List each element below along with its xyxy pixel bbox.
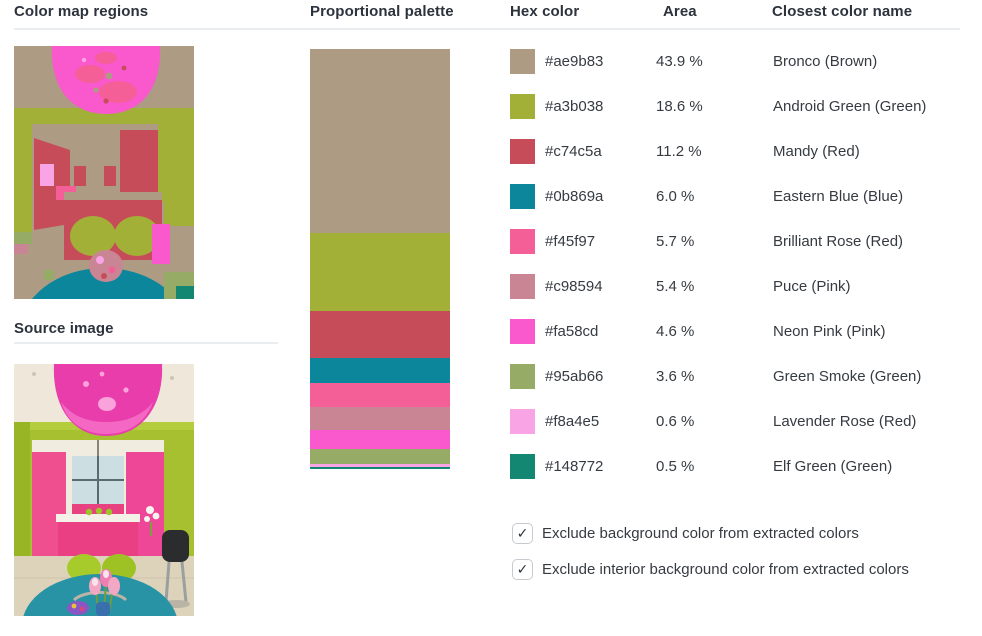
- color-table-row: #c98594 5.4 % Puce (Pink): [510, 274, 982, 319]
- hex-value: #f8a4e5: [545, 413, 600, 430]
- source-heading-divider: [14, 342, 278, 344]
- palette-segment: [310, 383, 450, 408]
- exclude-background-label: Exclude background color from extracted …: [542, 525, 859, 542]
- color-swatch: [510, 364, 535, 389]
- area-value: 6.0 %: [656, 188, 695, 205]
- color-name: Elf Green (Green): [773, 458, 893, 475]
- color-table-row: #fa58cd 4.6 % Neon Pink (Pink): [510, 319, 982, 364]
- color-table-rows: #ae9b83 43.9 % Bronco (Brown) #a3b038 18…: [510, 49, 982, 499]
- palette-segment: [310, 449, 450, 465]
- color-swatch: [510, 319, 535, 344]
- color-name: Lavender Rose (Red): [773, 413, 917, 430]
- palette-segment: [310, 407, 450, 430]
- color-swatch: [510, 409, 535, 434]
- color-table-row: #f45f97 5.7 % Brilliant Rose (Red): [510, 229, 982, 274]
- color-table-row: #f8a4e5 0.6 % Lavender Rose (Red): [510, 409, 982, 454]
- color-name: Android Green (Green): [773, 98, 927, 115]
- color-name: Green Smoke (Green): [773, 368, 922, 385]
- exclude-background-checkbox[interactable]: ✓: [512, 523, 533, 544]
- source-image: [14, 364, 194, 616]
- color-swatch: [510, 139, 535, 164]
- color-map-regions-image: [14, 46, 194, 299]
- palette-segment: [310, 233, 450, 312]
- area-value: 5.7 %: [656, 233, 695, 250]
- hex-value: #f45f97: [545, 233, 596, 250]
- color-table-row: #ae9b83 43.9 % Bronco (Brown): [510, 49, 982, 94]
- hex-value: #95ab66: [545, 368, 604, 385]
- area-value: 43.9 %: [656, 53, 703, 70]
- palette-segment: [310, 464, 450, 467]
- exclude-interior-background-checkbox[interactable]: ✓: [512, 559, 533, 580]
- color-name: Neon Pink (Pink): [773, 323, 886, 340]
- color-name: Puce (Pink): [773, 278, 851, 295]
- palette-segment: [310, 311, 450, 359]
- color-swatch: [510, 229, 535, 254]
- color-swatch: [510, 94, 535, 119]
- color-table-row: #0b869a 6.0 % Eastern Blue (Blue): [510, 184, 982, 229]
- proportional-palette-bar: [310, 49, 450, 470]
- color-table-row: #c74c5a 11.2 % Mandy (Red): [510, 139, 982, 184]
- check-icon: ✓: [516, 560, 529, 577]
- hex-value: #148772: [545, 458, 604, 475]
- hex-value: #0b869a: [545, 188, 604, 205]
- area-value: 4.6 %: [656, 323, 695, 340]
- area-value: 5.4 %: [656, 278, 695, 295]
- exclude-interior-background-option: ✓ Exclude interior background color from…: [512, 559, 909, 580]
- palette-segment: [310, 358, 450, 384]
- hex-value: #ae9b83: [545, 53, 604, 70]
- area-column-header: Area: [663, 3, 697, 20]
- color-name: Mandy (Red): [773, 143, 860, 160]
- color-map-regions-graphic: [14, 46, 194, 299]
- palette-segment: [310, 430, 450, 450]
- closest-color-name-column-header: Closest color name: [772, 3, 913, 20]
- color-swatch: [510, 454, 535, 479]
- hex-value: #a3b038: [545, 98, 604, 115]
- color-swatch: [510, 184, 535, 209]
- source-image-graphic: [14, 364, 194, 616]
- color-table-row: #a3b038 18.6 % Android Green (Green): [510, 94, 982, 139]
- color-name: Eastern Blue (Blue): [773, 188, 904, 205]
- check-icon: ✓: [516, 524, 529, 541]
- color-table-row: #95ab66 3.6 % Green Smoke (Green): [510, 364, 982, 409]
- exclude-interior-background-label: Exclude interior background color from e…: [542, 561, 909, 578]
- color-swatch: [510, 274, 535, 299]
- hex-color-column-header: Hex color: [510, 3, 580, 20]
- palette-segment: [310, 466, 450, 470]
- hex-value: #fa58cd: [545, 323, 599, 340]
- hex-value: #c74c5a: [545, 143, 602, 160]
- color-name: Brilliant Rose (Red): [773, 233, 904, 250]
- hex-value: #c98594: [545, 278, 603, 295]
- color-map-regions-heading: Color map regions: [14, 3, 149, 20]
- source-image-heading: Source image: [14, 320, 114, 337]
- header-divider: [14, 28, 960, 30]
- color-name: Bronco (Brown): [773, 53, 878, 70]
- area-value: 0.5 %: [656, 458, 695, 475]
- area-value: 18.6 %: [656, 98, 703, 115]
- area-value: 0.6 %: [656, 413, 695, 430]
- palette-segment: [310, 49, 450, 234]
- area-value: 11.2 %: [656, 143, 702, 160]
- exclude-background-option: ✓ Exclude background color from extracte…: [512, 523, 859, 544]
- color-swatch: [510, 49, 535, 74]
- area-value: 3.6 %: [656, 368, 695, 385]
- color-table-row: #148772 0.5 % Elf Green (Green): [510, 454, 982, 499]
- proportional-palette-heading: Proportional palette: [310, 3, 454, 20]
